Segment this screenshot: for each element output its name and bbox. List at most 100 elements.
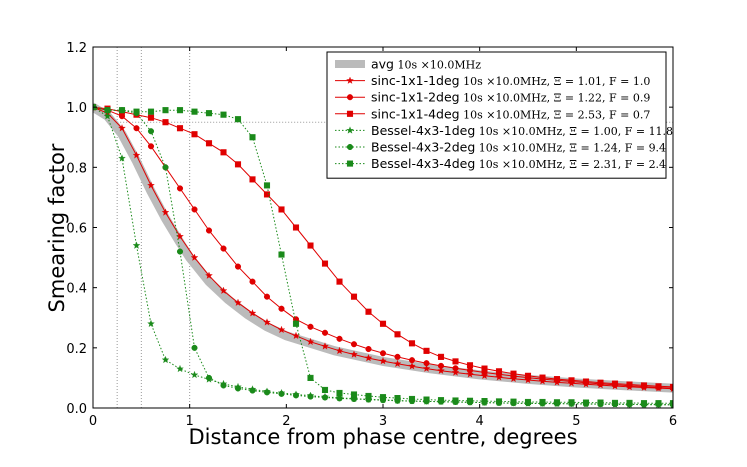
point-Bessel-4x3-4deg-9 — [220, 111, 227, 118]
x-tick-label-6: 6 — [669, 414, 677, 429]
point-sinc-1x1-2deg-4 — [147, 143, 155, 150]
point-Bessel-4x3-2deg-14 — [292, 392, 300, 399]
legend-entry-Bessel-4x3-2deg: Bessel-4x3-2deg 10s ×10.0MHz, Ξ = 1.24, … — [335, 140, 666, 155]
y-tick-label-3: 0.6 — [66, 222, 87, 237]
y-axis-label: Smearing factor — [45, 143, 69, 312]
point-sinc-1x1-4deg-32 — [553, 376, 561, 383]
point-sinc-1x1-1deg-13 — [277, 325, 286, 334]
point-sinc-1x1-4deg-36 — [611, 380, 619, 387]
legend-name-Bessel-4x3-1deg: Bessel-4x3-1deg — [371, 123, 475, 138]
point-Bessel-4x3-4deg-27 — [481, 398, 488, 405]
point-sinc-1x1-4deg-28 — [495, 368, 503, 375]
point-sinc-1x1-2deg-10 — [234, 263, 242, 270]
point-sinc-1x1-2deg-11 — [249, 278, 256, 285]
point-sinc-1x1-2deg-24 — [437, 362, 445, 369]
point-sinc-1x1-2deg-21 — [394, 353, 401, 360]
point-sinc-1x1-1deg-21 — [393, 359, 402, 368]
point-Bessel-4x3-2deg-11 — [249, 387, 256, 394]
point-Bessel-4x3-2deg-13 — [278, 390, 285, 397]
point-sinc-1x1-4deg-10 — [234, 161, 242, 168]
x-axis-label: Distance from phase centre, degrees — [188, 425, 577, 449]
legend-marker-Bessel-4x3-2deg — [346, 143, 354, 151]
point-sinc-1x1-4deg-11 — [249, 176, 256, 183]
point-Bessel-4x3-4deg-6 — [176, 107, 184, 114]
point-Bessel-4x3-4deg-25 — [452, 397, 459, 404]
legend-label-sinc-1x1-4deg: sinc-1x1-4deg 10s ×10.0MHz, Ξ = 2.53, F … — [371, 106, 650, 121]
legend-entry-Bessel-4x3-1deg: Bessel-4x3-1deg 10s ×10.0MHz, Ξ = 1.00, … — [335, 123, 673, 138]
point-Bessel-4x3-4deg-40 — [669, 400, 673, 407]
point-sinc-1x1-4deg-33 — [568, 377, 575, 384]
legend-entry-sinc-1x1-1deg: sinc-1x1-1deg 10s ×10.0MHz, Ξ = 1.01, F … — [335, 73, 650, 88]
point-sinc-1x1-4deg-25 — [452, 358, 459, 365]
point-Bessel-4x3-2deg-12 — [263, 389, 271, 396]
point-Bessel-4x3-4deg-14 — [292, 320, 300, 327]
point-sinc-1x1-4deg-29 — [510, 370, 517, 377]
legend-extra-Bessel-4x3-2deg: 10s ×10.0MHz, Ξ = 1.24, F = 9.4 — [475, 142, 666, 155]
point-sinc-1x1-4deg-9 — [220, 149, 227, 156]
legend-name-avg: avg — [371, 57, 394, 72]
y-tick-label-4: 0.8 — [66, 161, 87, 176]
point-sinc-1x1-2deg-13 — [278, 305, 285, 312]
point-sinc-1x1-4deg-23 — [423, 347, 430, 354]
legend-extra-Bessel-4x3-1deg: 10s ×10.0MHz, Ξ = 1.00, F = 11.8 — [475, 125, 673, 138]
point-Bessel-4x3-4deg-37 — [626, 399, 633, 406]
legend-extra-Bessel-4x3-4deg: 10s ×10.0MHz, Ξ = 2.31, F = 2.4 — [475, 158, 666, 171]
point-Bessel-4x3-2deg-6 — [176, 248, 184, 255]
point-Bessel-4x3-4deg-38 — [640, 400, 648, 407]
x-tick-label-0: 0 — [89, 414, 97, 429]
point-sinc-1x1-1deg-10 — [234, 298, 242, 306]
x-tick-label-3: 3 — [379, 414, 387, 429]
point-sinc-1x1-4deg-18 — [350, 293, 358, 300]
legend-label-Bessel-4x3-1deg: Bessel-4x3-1deg 10s ×10.0MHz, Ξ = 1.00, … — [371, 123, 673, 138]
point-sinc-1x1-2deg-25 — [452, 365, 459, 372]
point-sinc-1x1-2deg-6 — [176, 185, 184, 192]
point-sinc-1x1-2deg-17 — [336, 335, 343, 342]
point-Bessel-4x3-4deg-22 — [408, 395, 416, 403]
series-layer — [93, 102, 673, 408]
point-sinc-1x1-1deg-2 — [118, 124, 126, 132]
point-sinc-1x1-1deg-17 — [335, 346, 344, 355]
series-line-Bessel-4x3-2deg — [93, 106, 673, 406]
point-Bessel-4x3-1deg-1 — [103, 112, 112, 120]
point-sinc-1x1-1deg-26 — [466, 370, 474, 378]
legend-marker-sinc-1x1-4deg — [346, 110, 354, 117]
point-Bessel-4x3-4deg-29 — [510, 398, 517, 405]
point-Bessel-4x3-4deg-1 — [104, 107, 111, 114]
point-Bessel-4x3-4deg-13 — [278, 251, 285, 258]
point-Bessel-4x3-4deg-10 — [234, 116, 242, 123]
point-Bessel-4x3-1deg-5 — [161, 355, 170, 364]
point-sinc-1x1-4deg-20 — [379, 320, 387, 327]
point-sinc-1x1-1deg-5 — [161, 208, 170, 216]
point-sinc-1x1-2deg-7 — [191, 206, 198, 213]
legend-entry-sinc-1x1-2deg: sinc-1x1-2deg 10s ×10.0MHz, Ξ = 1.22, F … — [335, 90, 650, 105]
legend-box — [326, 51, 667, 179]
legend-name-sinc-1x1-2deg: sinc-1x1-2deg — [371, 90, 460, 105]
point-sinc-1x1-1deg-19 — [364, 354, 373, 362]
point-Bessel-4x3-2deg-5 — [162, 164, 169, 171]
legend-label-sinc-1x1-1deg: sinc-1x1-1deg 10s ×10.0MHz, Ξ = 1.01, F … — [371, 73, 650, 88]
point-sinc-1x1-4deg-31 — [539, 374, 546, 381]
point-Bessel-4x3-4deg-35 — [597, 399, 604, 406]
legend-label-Bessel-4x3-4deg: Bessel-4x3-4deg 10s ×10.0MHz, Ξ = 2.31, … — [371, 156, 666, 171]
point-sinc-1x1-2deg-9 — [220, 245, 227, 252]
point-Bessel-4x3-4deg-18 — [350, 391, 358, 398]
legend-entry-avg: avg 10s ×10.0MHz — [335, 57, 481, 72]
point-sinc-1x1-1deg-4 — [147, 181, 155, 189]
point-Bessel-4x3-4deg-19 — [365, 392, 372, 400]
point-Bessel-4x3-4deg-36 — [611, 399, 619, 406]
point-Bessel-4x3-4deg-24 — [437, 397, 445, 404]
point-sinc-1x1-2deg-26 — [466, 367, 474, 374]
point-Bessel-4x3-4deg-34 — [582, 399, 590, 406]
series-Bessel-4x3-4deg — [93, 104, 673, 407]
point-Bessel-4x3-1deg-6 — [176, 364, 184, 373]
point-sinc-1x1-2deg-15 — [307, 323, 314, 330]
point-sinc-1x1-1deg-24 — [437, 366, 445, 374]
point-Bessel-4x3-4deg-12 — [263, 182, 271, 189]
point-Bessel-4x3-4deg-11 — [249, 134, 256, 141]
x-tick-label-5: 5 — [572, 414, 580, 429]
reference-lines — [116, 47, 673, 408]
point-sinc-1x1-2deg-23 — [423, 360, 430, 367]
point-Bessel-4x3-2deg-17 — [336, 395, 343, 402]
point-sinc-1x1-4deg-15 — [307, 242, 314, 249]
